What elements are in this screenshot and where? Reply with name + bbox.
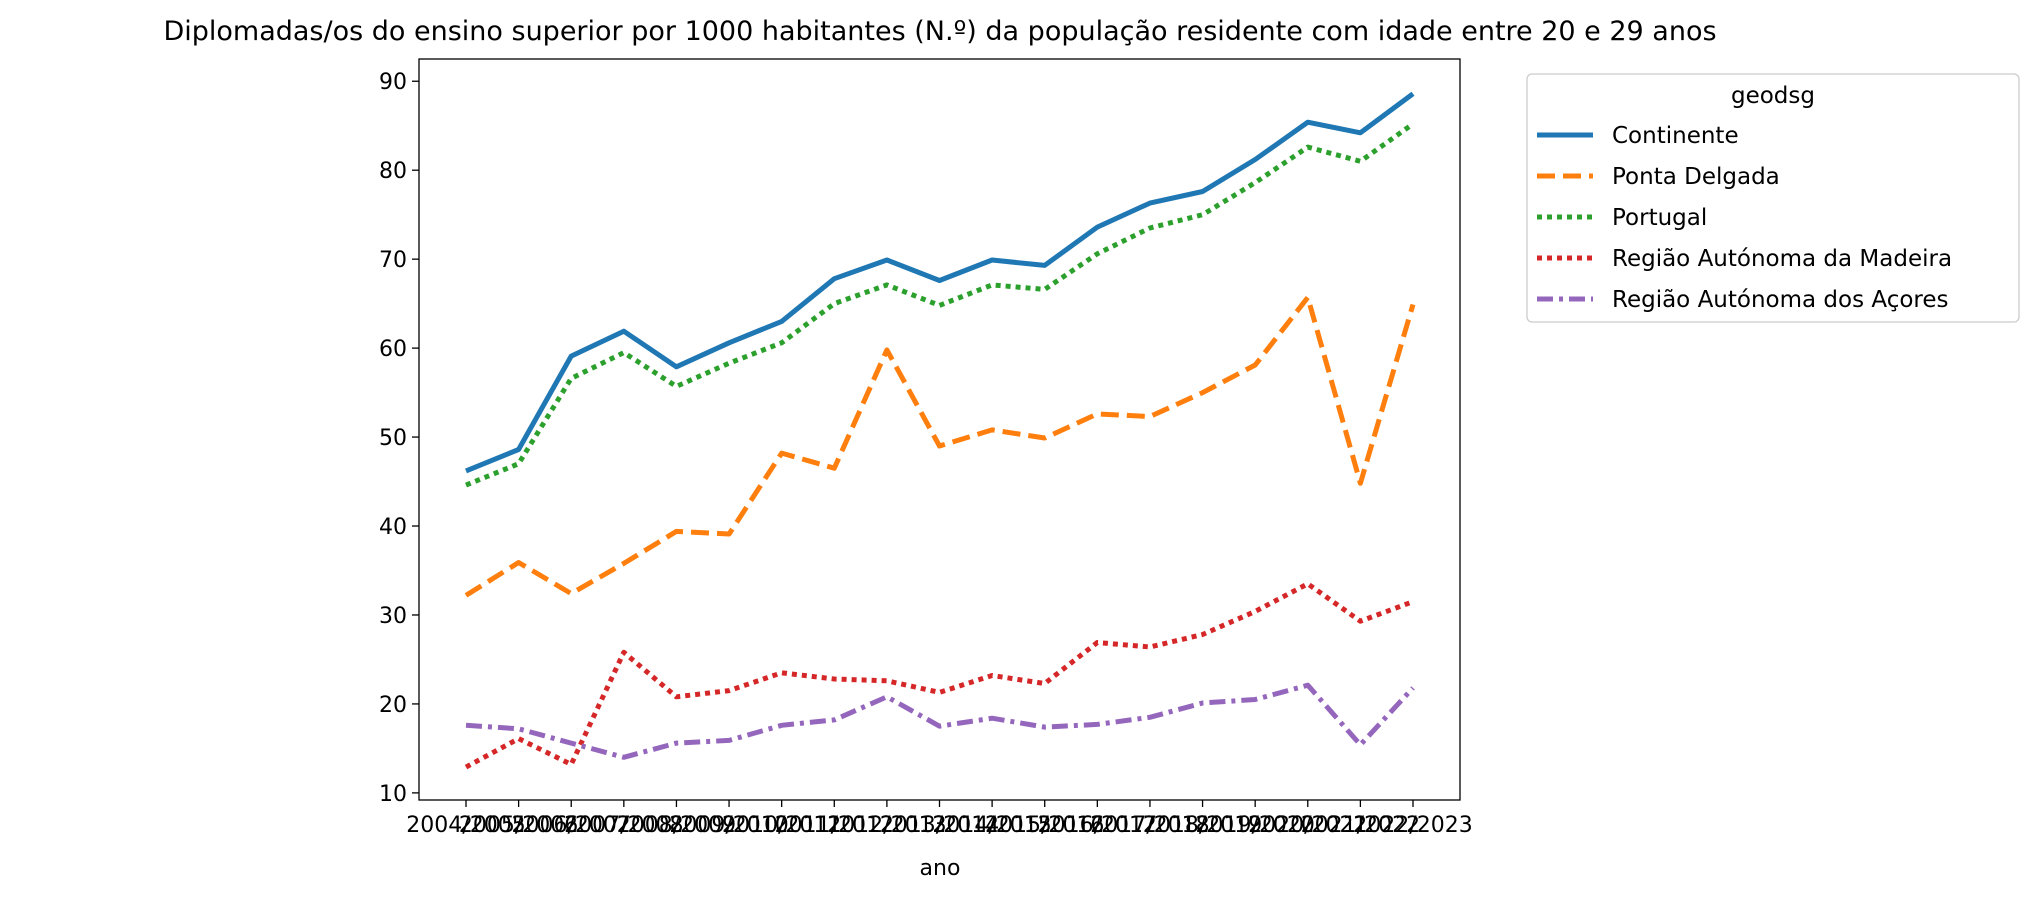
legend: geodsg Continente Ponta Delgada Portugal Re… xyxy=(1526,73,2020,323)
x-tick-label: 2010/2011 xyxy=(722,813,841,838)
series-line-portugal xyxy=(465,121,1415,488)
y-tick-label: 10 xyxy=(379,782,407,807)
plot-lines xyxy=(464,91,1416,770)
x-tick-label: 2012/2013 xyxy=(827,813,946,838)
x-tick-label: 2008/2009 xyxy=(617,813,736,838)
x-tick-label: 2011/2012 xyxy=(775,813,894,838)
series-line-ponta-delgada xyxy=(464,294,1416,598)
y-axis: 10 20 30 40 50 60 70 80 90 xyxy=(379,70,419,807)
x-tick-label: 2004/2005 xyxy=(406,813,525,838)
legend-frame xyxy=(1526,73,2020,323)
legend-label: Região Autónoma dos Açores xyxy=(1612,287,1949,313)
y-tick-label: 20 xyxy=(379,693,407,718)
x-tick-label: 2005/2006 xyxy=(459,813,578,838)
series-line-continente xyxy=(465,91,1415,474)
x-tick-label: 2018/2019 xyxy=(1143,813,1262,838)
y-tick-label: 50 xyxy=(379,426,407,451)
x-tick-label: 2016/2017 xyxy=(1038,813,1157,838)
y-tick-label: 60 xyxy=(379,337,407,362)
x-axis: 2004/20052005/20062006/20072007/20082008… xyxy=(406,800,1473,838)
x-tick-label: 2019/2020 xyxy=(1195,813,1314,838)
y-tick-label: 80 xyxy=(379,159,407,184)
x-tick-label: 2021/2022 xyxy=(1301,813,1420,838)
x-tick-label: 2009/2010 xyxy=(669,813,788,838)
x-tick-label: 2007/2008 xyxy=(564,813,683,838)
y-tick-label: 70 xyxy=(379,248,407,273)
legend-label: Região Autónoma da Madeira xyxy=(1612,246,1952,272)
x-tick-label: 2006/2007 xyxy=(512,813,631,838)
x-tick-label: 2013/2014 xyxy=(880,813,999,838)
x-tick-label: 2015/2016 xyxy=(985,813,1104,838)
x-tick-label: 2017/2018 xyxy=(1090,813,1209,838)
x-axis-label: ano xyxy=(920,856,961,881)
legend-label: Continente xyxy=(1612,123,1739,149)
legend-label: Portugal xyxy=(1612,205,1707,231)
series-line-regi-o-aut-noma-da-madeira xyxy=(464,581,1414,770)
legend-label: Ponta Delgada xyxy=(1612,164,1780,190)
y-tick-label: 90 xyxy=(379,70,407,95)
x-tick-label: 2014/2015 xyxy=(932,813,1051,838)
y-tick-label: 30 xyxy=(379,604,407,629)
x-tick-label: 2022/2023 xyxy=(1353,813,1472,838)
legend-items: Continente Ponta Delgada Portugal Região Au… xyxy=(1537,123,1952,313)
y-tick-label: 40 xyxy=(379,515,407,540)
x-tick-label: 2020/2021 xyxy=(1248,813,1367,838)
chart-title: Diplomadas/os do ensino superior por 100… xyxy=(163,16,1717,47)
legend-title: geodsg xyxy=(1731,83,1815,109)
series-line-regi-o-aut-noma-dos-a-ores xyxy=(465,682,1415,760)
plot-frame xyxy=(418,58,1461,801)
